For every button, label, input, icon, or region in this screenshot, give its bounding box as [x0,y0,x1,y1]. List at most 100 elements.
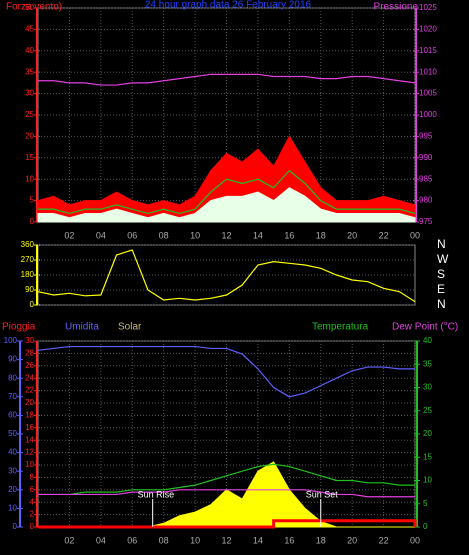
x-tick-label: 16 [284,230,294,240]
tick-label: 20 [8,485,17,494]
legend-label: Umidita [65,322,99,333]
tick-label: 2 [30,510,35,519]
tick-label: 60 [8,411,17,420]
tick-label: 1000 [419,110,437,119]
legend-label: Solar [118,322,142,333]
x-tick-label: 22 [379,230,389,240]
x-tick-label: 20 [347,230,357,240]
tick-label: 10 [423,476,432,485]
tick-label: 15 [423,452,432,461]
series-line [38,519,417,529]
tick-label: 1010 [419,67,437,76]
series-line [37,249,416,303]
x-tick-label: 00 [410,535,420,545]
tick-label: 5 [423,499,428,508]
tick-label: S [437,267,445,281]
tick-label: 45 [25,25,34,34]
tick-label: 50 [8,429,17,438]
tick-label: 30 [25,336,34,345]
tick-label: 4 [30,497,35,506]
tick-label: 975 [419,217,433,226]
y2-label: Pressione [374,2,419,13]
x-tick-label: 02 [64,535,74,545]
tick-label: 80 [8,373,17,382]
x-tick-label: 08 [159,230,169,240]
tick-label: 30 [423,383,432,392]
tick-label: 6 [30,485,35,494]
x-tick-label: 14 [253,230,263,240]
tick-label: 10 [25,174,34,183]
tick-label: 18 [25,411,34,420]
tick-label: 0 [13,522,18,531]
tick-label: 50 [25,3,34,12]
tick-label: 20 [25,398,34,407]
x-tick-label: 12 [221,230,231,240]
tick-label: 10 [25,460,34,469]
y-label: Forza vento) [6,2,62,13]
x-tick-label: 00 [410,230,420,240]
series-line [38,463,415,496]
tick-label: 1005 [419,89,437,98]
tick-label: 90 [8,355,17,364]
x-tick-label: 18 [316,230,326,240]
tick-label: 15 [25,153,34,162]
tick-label: 40 [8,448,17,457]
tick-label: 100 [4,336,18,345]
legend-label: Temperatura [312,322,369,333]
tick-label: 14 [25,435,34,444]
x-tick-label: 10 [190,230,200,240]
annotation: Sun Rise [138,489,175,499]
annotation: Sun Set [306,489,339,499]
series-line [38,73,416,86]
legend-label: Pioggia [2,322,36,333]
tick-label: 90 [25,285,34,294]
tick-label: 20 [25,132,34,141]
tick-label: 26 [25,361,34,370]
tick-label: 35 [25,67,34,76]
tick-label: 1020 [419,25,437,34]
tick-label: 985 [419,174,433,183]
tick-label: 995 [419,132,433,141]
tick-label: 180 [21,270,35,279]
x-tick-label: 12 [221,535,231,545]
tick-label: 0 [30,217,35,226]
tick-label: 1015 [419,46,437,55]
x-tick-label: 04 [96,230,106,240]
x-tick-label: 10 [190,535,200,545]
tick-label: 12 [25,448,34,457]
x-tick-label: 20 [347,535,357,545]
tick-label: 40 [423,336,432,345]
x-tick-label: 08 [159,535,169,545]
series-line [38,169,416,215]
tick-label: 70 [8,392,17,401]
x-tick-label: 14 [253,535,263,545]
tick-label: 16 [25,423,34,432]
tick-label: 35 [423,359,432,368]
x-tick-label: 16 [284,535,294,545]
x-tick-label: 04 [96,535,106,545]
x-tick-label: 06 [127,230,137,240]
chart-title: 24 hour graph data 26 February 2016 [145,0,312,11]
x-tick-label: 18 [316,535,326,545]
tick-label: 1025 [419,3,437,12]
tick-label: 360 [21,240,35,249]
tick-label: 0 [423,522,428,531]
tick-label: 25 [423,406,432,415]
tick-label: 40 [25,46,34,55]
series-line [37,345,415,398]
tick-label: 20 [423,429,432,438]
x-tick-label: 06 [127,535,137,545]
tick-label: 5 [30,196,35,205]
series-area [37,187,416,223]
tick-label: 30 [8,466,17,475]
tick-label: 0 [30,522,35,531]
tick-label: 28 [25,349,34,358]
tick-label: 25 [25,110,34,119]
tick-label: N [437,297,446,311]
tick-label: E [437,282,445,296]
tick-label: W [437,252,449,266]
series-line [38,489,415,498]
